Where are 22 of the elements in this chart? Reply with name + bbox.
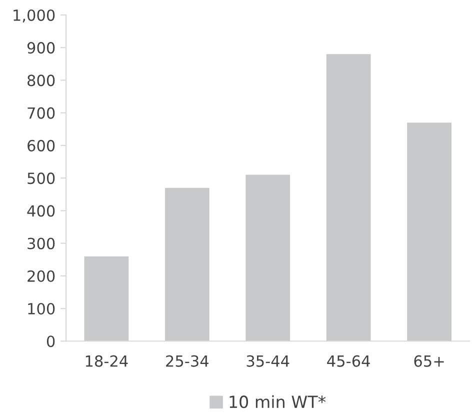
- x-tick-label: 65+: [414, 355, 444, 367]
- bar: [84, 256, 129, 342]
- x-tick-label: 18-24: [86, 355, 128, 367]
- y-tick-label: 1,000: [14, 9, 55, 23]
- bar: [246, 174, 290, 342]
- legend-label: 10 min WT*: [230, 395, 326, 408]
- bar: [164, 188, 210, 342]
- y-tick-label: 400: [27, 205, 55, 217]
- y-tick-label: 900: [27, 42, 55, 54]
- y-tick-label: 100: [28, 302, 55, 315]
- y-tick-label: 0: [46, 336, 55, 348]
- y-tick-label: 200: [28, 270, 55, 282]
- y-tick-label: 600: [28, 140, 55, 152]
- x-tick-label: 35-44: [246, 355, 290, 367]
- x-tick-label: 45-64: [327, 355, 370, 367]
- y-tick-label: 800: [28, 74, 55, 86]
- y-tick-label: 500: [28, 172, 55, 184]
- x-tick-label: 25-34: [166, 355, 208, 367]
- bar: [407, 122, 452, 342]
- bar: [326, 54, 371, 342]
- y-tick-label: 700: [28, 107, 55, 119]
- y-tick-label: 300: [28, 238, 55, 250]
